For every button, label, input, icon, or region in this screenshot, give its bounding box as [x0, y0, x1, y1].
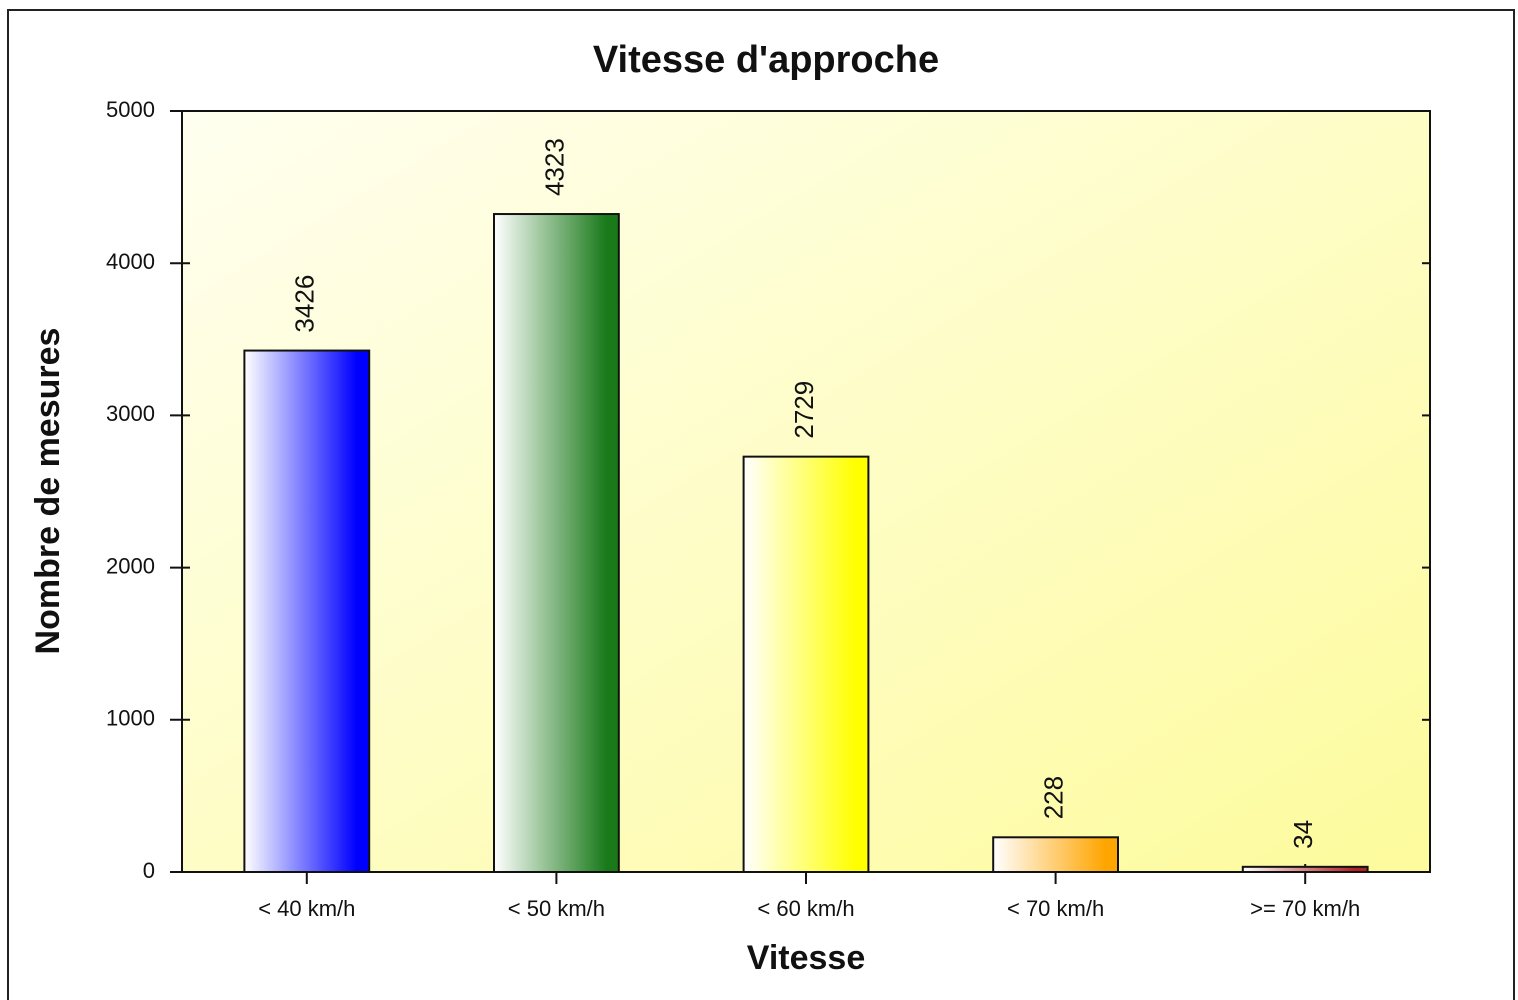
- y-tick-label: 3000: [106, 401, 155, 426]
- y-tick-label: 4000: [106, 249, 155, 274]
- y-axis-label: Nombre de mesures: [29, 328, 67, 655]
- x-tick-label: < 40 km/h: [258, 896, 355, 921]
- value-label: 3426: [290, 275, 320, 333]
- bar: [992, 836, 1120, 873]
- bar: [493, 213, 620, 873]
- x-axis-label: Vitesse: [747, 939, 865, 977]
- x-tick-label: < 60 km/h: [757, 896, 854, 921]
- value-label: 34: [1288, 820, 1318, 849]
- y-tick-label: 5000: [106, 97, 155, 122]
- value-label: 228: [1038, 776, 1068, 819]
- bar: [742, 455, 870, 873]
- value-label: 4323: [539, 138, 569, 196]
- x-tick-label: >= 70 km/h: [1250, 896, 1360, 921]
- y-tick-label: 0: [143, 858, 155, 883]
- bar: [1241, 865, 1369, 873]
- x-tick-label: < 70 km/h: [1007, 896, 1104, 921]
- bar: [243, 349, 371, 873]
- value-label: 2729: [789, 381, 819, 439]
- chart-title: Vitesse d'approche: [593, 39, 939, 81]
- y-tick-label: 1000: [106, 706, 155, 731]
- x-tick-label: < 50 km/h: [508, 896, 605, 921]
- y-tick-label: 2000: [106, 553, 155, 578]
